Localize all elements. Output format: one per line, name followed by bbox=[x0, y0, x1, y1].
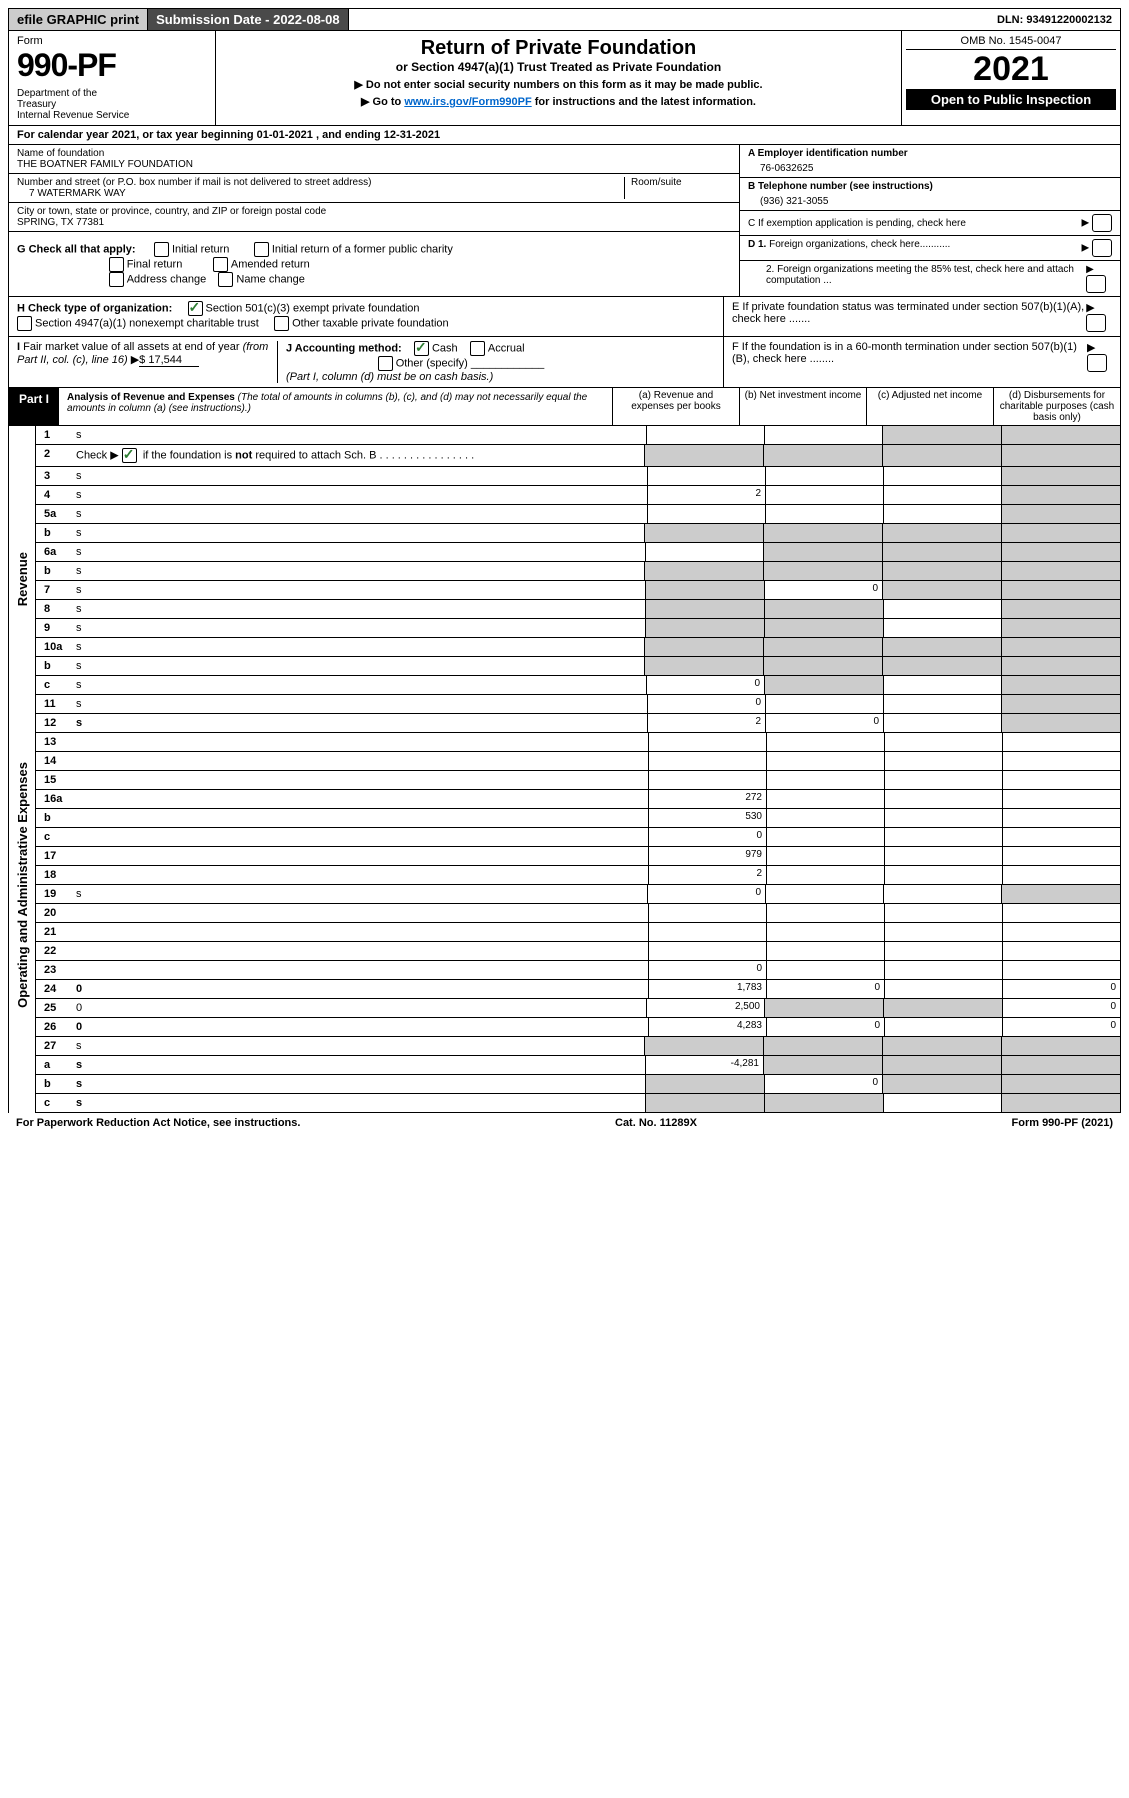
j-accrual-check[interactable] bbox=[470, 341, 485, 356]
d2-label: 2. Foreign organizations meeting the 85%… bbox=[748, 264, 1086, 293]
g-initial-former-check[interactable] bbox=[254, 242, 269, 257]
form-title: Return of Private Foundation bbox=[228, 37, 889, 60]
g-name-check[interactable] bbox=[218, 272, 233, 287]
j-cash-check[interactable] bbox=[414, 341, 429, 356]
note-link: ▶ Go to www.irs.gov/Form990PF for instru… bbox=[228, 95, 889, 108]
foundation-city: SPRING, TX 77381 bbox=[17, 217, 731, 228]
part1-header: Part I Analysis of Revenue and Expenses … bbox=[8, 388, 1121, 426]
name-label: Name of foundation bbox=[17, 148, 731, 159]
efile-label: efile GRAPHIC print bbox=[9, 9, 148, 30]
i-value: $ 17,544 bbox=[139, 354, 199, 367]
tel-value: (936) 321-3055 bbox=[748, 192, 1112, 207]
h-4947-check[interactable] bbox=[17, 316, 32, 331]
h-501-check[interactable] bbox=[188, 301, 203, 316]
part1-table: Revenue1s2Check ▶ if the foundation is n… bbox=[8, 426, 1121, 1113]
section-ij: I Fair market value of all assets at end… bbox=[8, 337, 1121, 388]
department: Department of theTreasuryInternal Revenu… bbox=[17, 88, 207, 121]
calendar-year-row: For calendar year 2021, or tax year begi… bbox=[8, 126, 1121, 145]
foundation-name: THE BOATNER FAMILY FOUNDATION bbox=[17, 159, 731, 170]
d1-label: D 1. Foreign organizations, check here..… bbox=[748, 239, 950, 257]
submission-date: Submission Date - 2022-08-08 bbox=[148, 9, 349, 30]
g-final-check[interactable] bbox=[109, 257, 124, 272]
col-a-head: (a) Revenue and expenses per books bbox=[612, 388, 739, 425]
g-amended-check[interactable] bbox=[213, 257, 228, 272]
d1-checkbox[interactable] bbox=[1092, 239, 1112, 257]
g-initial-check[interactable] bbox=[154, 242, 169, 257]
topbar: efile GRAPHIC print Submission Date - 20… bbox=[8, 8, 1121, 31]
e-label: E If private foundation status was termi… bbox=[732, 301, 1086, 332]
tax-year: 2021 bbox=[906, 50, 1116, 89]
form-header: Form 990-PF Department of theTreasuryInt… bbox=[8, 31, 1121, 126]
f-label: F If the foundation is in a 60-month ter… bbox=[732, 341, 1087, 383]
section-h: H Check type of organization: Section 50… bbox=[8, 297, 1121, 337]
col-d-head: (d) Disbursements for charitable purpose… bbox=[993, 388, 1120, 425]
open-public: Open to Public Inspection bbox=[906, 89, 1116, 110]
h-other-check[interactable] bbox=[274, 316, 289, 331]
c-checkbox[interactable] bbox=[1092, 214, 1112, 232]
foundation-address: 7 WATERMARK WAY bbox=[17, 188, 624, 199]
j-other-check[interactable] bbox=[378, 356, 393, 371]
g-label: G Check all that apply: bbox=[17, 243, 136, 255]
room-label: Room/suite bbox=[624, 177, 731, 199]
e-checkbox[interactable] bbox=[1086, 314, 1106, 332]
ein-value: 76-0632625 bbox=[748, 159, 1112, 174]
footer: For Paperwork Reduction Act Notice, see … bbox=[8, 1113, 1121, 1133]
omb-number: OMB No. 1545-0047 bbox=[906, 33, 1116, 50]
d2-checkbox[interactable] bbox=[1086, 275, 1106, 293]
footer-left: For Paperwork Reduction Act Notice, see … bbox=[16, 1117, 300, 1129]
foundation-info: Name of foundation THE BOATNER FAMILY FO… bbox=[8, 145, 1121, 236]
addr-label: Number and street (or P.O. box number if… bbox=[17, 177, 624, 188]
dln: DLN: 93491220002132 bbox=[997, 14, 1120, 26]
col-b-head: (b) Net investment income bbox=[739, 388, 866, 425]
c-label: C If exemption application is pending, c… bbox=[748, 218, 966, 229]
footer-mid: Cat. No. 11289X bbox=[615, 1117, 697, 1129]
form-number: 990-PF bbox=[17, 47, 207, 84]
note-ssn: ▶ Do not enter social security numbers o… bbox=[228, 78, 889, 91]
form-word: Form bbox=[17, 35, 207, 47]
tel-label: B Telephone number (see instructions) bbox=[748, 181, 1112, 192]
g-address-check[interactable] bbox=[109, 272, 124, 287]
ein-label: A Employer identification number bbox=[748, 148, 1112, 159]
f-checkbox[interactable] bbox=[1087, 354, 1107, 372]
irs-link[interactable]: www.irs.gov/Form990PF bbox=[404, 96, 531, 108]
city-label: City or town, state or province, country… bbox=[17, 206, 731, 217]
part1-badge: Part I bbox=[9, 388, 59, 425]
section-g: G Check all that apply: Initial return I… bbox=[8, 236, 1121, 297]
form-subtitle: or Section 4947(a)(1) Trust Treated as P… bbox=[228, 60, 889, 74]
footer-right: Form 990-PF (2021) bbox=[1012, 1117, 1114, 1129]
col-c-head: (c) Adjusted net income bbox=[866, 388, 993, 425]
